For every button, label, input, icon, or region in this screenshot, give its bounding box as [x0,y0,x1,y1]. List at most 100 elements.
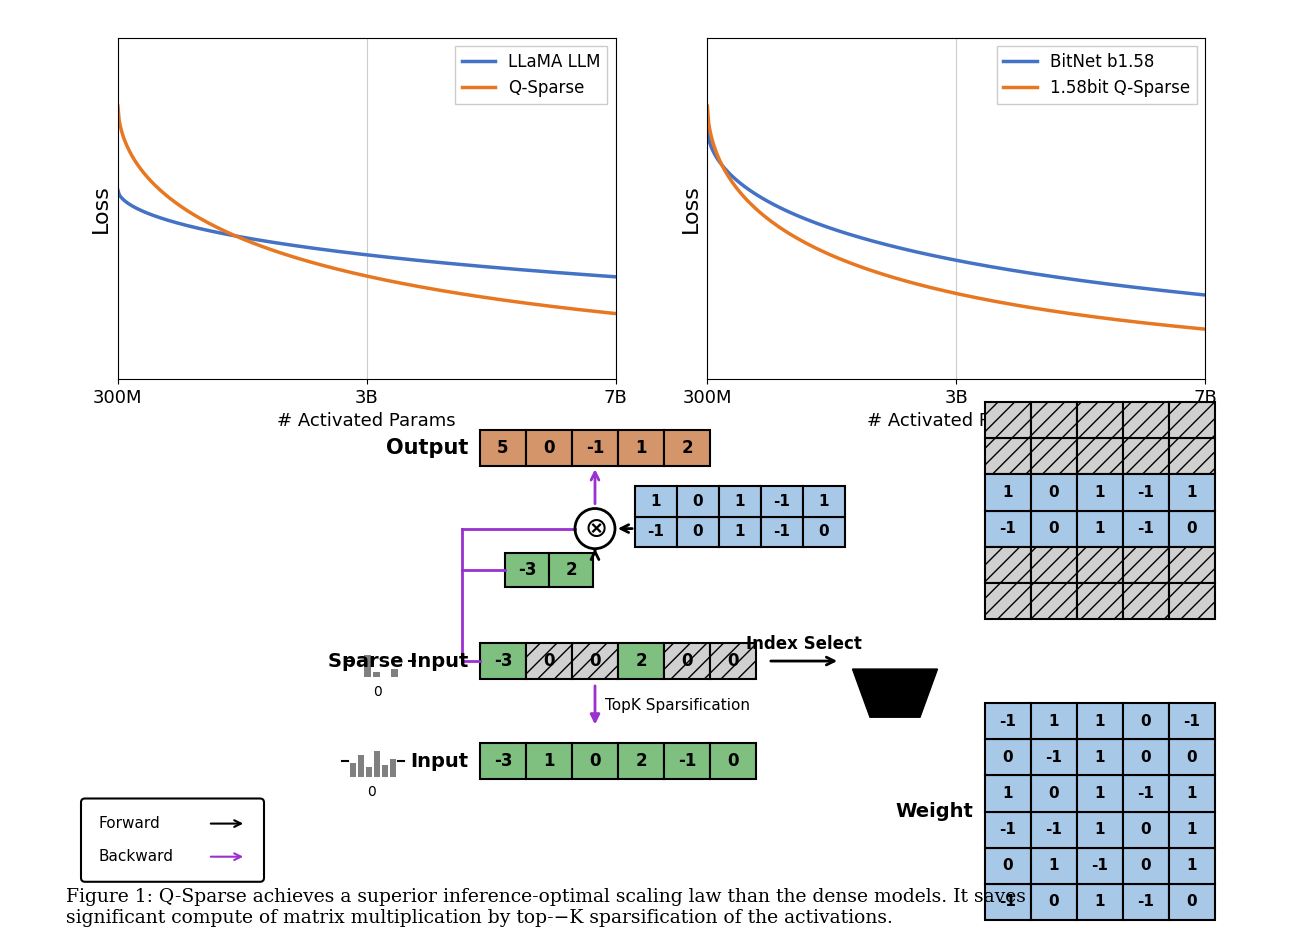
1.58bit Q-Sparse [896,275,912,286]
Bar [803,486,845,517]
Bar [1031,703,1077,739]
Text: -1: -1 [1000,521,1017,537]
Bar [1077,583,1123,619]
Q-Sparse [307,258,322,269]
Bar [1169,402,1214,438]
Bar [1169,438,1214,474]
BitNet b1.58 [862,234,878,246]
Bar [1123,474,1169,511]
LLaMA LLM [272,238,288,249]
Q-Sparse [110,100,126,112]
Text: 0: 0 [1141,714,1151,729]
Bar [527,643,572,679]
Bar [1077,739,1123,775]
BitNet b1.58 [1058,273,1074,284]
Text: $\otimes$: $\otimes$ [584,515,607,542]
Bar [664,643,710,679]
Bar [1169,811,1214,848]
Bar [1169,703,1214,739]
Bar [1169,884,1214,920]
Text: 1: 1 [1095,822,1106,837]
LLaMA LLM [170,217,186,228]
Bar [1077,811,1123,848]
Bar [985,511,1031,547]
Bar [527,743,572,779]
Bar [1169,583,1214,619]
Bar [1123,511,1169,547]
Text: -1: -1 [1137,521,1154,537]
X-axis label: # Activated Params: # Activated Params [867,412,1045,430]
Text: 1: 1 [1095,894,1106,909]
Line: Q-Sparse: Q-Sparse [118,106,616,314]
Bar [719,517,761,547]
Legend: LLaMA LLM, Q-Sparse: LLaMA LLM, Q-Sparse [455,46,608,104]
LLaMA LLM [110,185,126,196]
Text: -1: -1 [1045,750,1062,765]
Bar [618,430,664,466]
BitNet b1.58 [896,244,912,255]
Bar [1077,438,1123,474]
Text: -1: -1 [1137,786,1154,801]
Text: -1: -1 [1183,714,1200,729]
Text: -1: -1 [1137,894,1154,909]
Bar [618,743,664,779]
Bar [677,486,719,517]
Q-Sparse [170,198,186,210]
1.58bit Q-Sparse [1197,323,1213,335]
LLaMA LLM [469,261,485,272]
Text: 0: 0 [1141,750,1151,765]
Text: 0: 0 [1141,858,1151,873]
Text: 1: 1 [1095,750,1106,765]
Bar [1123,848,1169,884]
Text: 1: 1 [1002,786,1013,801]
Bar [1169,848,1214,884]
Text: 0: 0 [1187,750,1197,765]
BitNet b1.58 [1061,273,1077,284]
Bar [710,643,756,679]
1.58bit Q-Sparse [862,264,878,276]
Polygon shape [853,669,938,718]
Bar [1031,884,1077,920]
Bar [479,743,527,779]
Bar [677,517,719,547]
Bar [1077,775,1123,811]
Text: -1: -1 [1000,822,1017,837]
Text: 2: 2 [565,560,576,578]
LLaMA LLM [472,261,487,272]
Text: 1: 1 [1095,485,1106,500]
LLaMA LLM [307,243,322,254]
BitNet b1.58 [1197,289,1213,301]
Text: -3: -3 [517,560,536,578]
Text: 0: 0 [1141,822,1151,837]
Text: 1: 1 [1049,714,1060,729]
Bar [1169,511,1214,547]
Bar [985,884,1031,920]
Text: 1: 1 [651,494,662,509]
X-axis label: # Activated Params: # Activated Params [278,412,456,430]
Bar [1123,884,1169,920]
Text: 0: 0 [1049,521,1060,537]
Bar [1031,811,1077,848]
Text: Forward: Forward [100,816,161,831]
Bar [479,430,527,466]
Bar [1169,775,1214,811]
Bar [1077,703,1123,739]
Text: 0: 0 [819,524,829,539]
Q-Sparse [272,247,288,259]
Text: 1: 1 [635,439,647,457]
Bar [1169,739,1214,775]
Bar [719,486,761,517]
Bar [985,703,1031,739]
Q-Sparse [423,283,439,295]
Text: Figure 1: Q-Sparse achieves a superior inference-optimal scaling law than the de: Figure 1: Q-Sparse achieves a superior i… [66,888,1026,927]
Bar [365,767,372,777]
Text: Sparse Input: Sparse Input [328,651,468,670]
Text: -3: -3 [494,652,512,670]
Y-axis label: Loss: Loss [680,184,701,233]
Bar [985,402,1031,438]
Text: 1: 1 [1095,521,1106,537]
Y-axis label: Loss: Loss [90,184,111,233]
FancyBboxPatch shape [81,798,265,882]
BitNet b1.58 [760,195,776,207]
Bar [527,430,572,466]
